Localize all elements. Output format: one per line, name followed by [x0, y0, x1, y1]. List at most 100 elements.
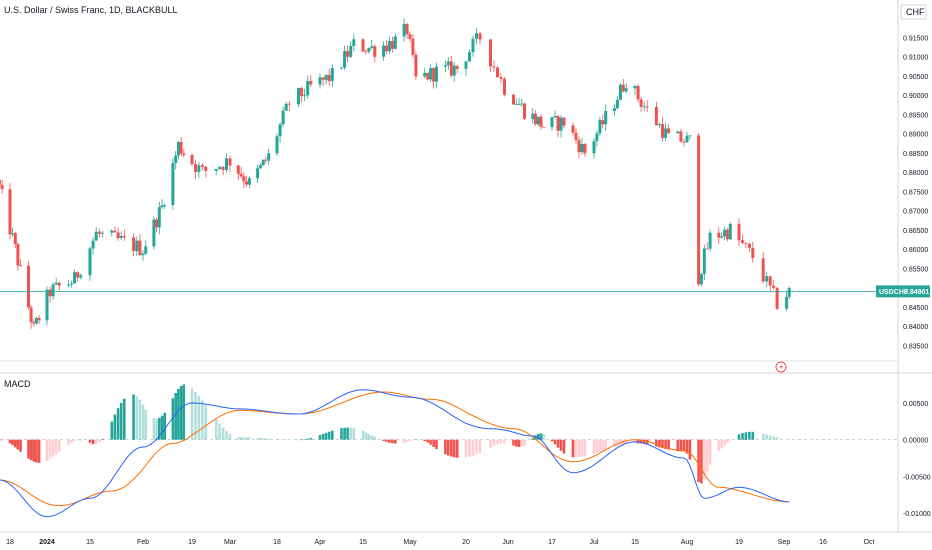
macd-histogram-bar [450, 439, 453, 457]
macd-histogram-bar [391, 439, 394, 444]
macd-histogram-bar [737, 434, 741, 440]
price-tick-label: 0.87500 [903, 189, 928, 196]
candle-body [160, 205, 164, 208]
macd-histogram-bar [35, 439, 38, 463]
macd-histogram-bar [444, 439, 447, 455]
macd-histogram-bar [571, 439, 575, 458]
candle-body [708, 232, 712, 249]
candle-body [32, 322, 36, 324]
macd-histogram-bar [664, 439, 667, 449]
candle-body [247, 178, 251, 185]
candle-body [141, 253, 145, 256]
macd-histogram-bar [685, 439, 689, 454]
macd-histogram-bar [297, 439, 300, 441]
macd-histogram-bar [595, 439, 599, 453]
macd-histogram-bar [553, 439, 557, 445]
candle-body [455, 65, 459, 69]
time-tick-label: 18 [6, 539, 14, 546]
price-tick-label: 0.88000 [903, 170, 928, 177]
candle-body [132, 237, 136, 252]
candle-body [284, 103, 288, 111]
macd-label: MACD [4, 379, 31, 389]
time-tick-label: Mar [224, 539, 237, 546]
macd-tick-label: 0.00000 [903, 438, 928, 445]
currency-badge[interactable] [900, 4, 927, 20]
macd-histogram-bar [556, 439, 560, 448]
candle-body [765, 276, 769, 282]
candle-body [562, 117, 566, 126]
macd-histogram-bar [729, 439, 732, 441]
candle-body [275, 136, 279, 154]
candle-body [34, 318, 38, 324]
price-tick-label: 0.91000 [903, 55, 928, 62]
candle-body [512, 94, 515, 105]
candle-body [621, 84, 625, 92]
time-tick-label: 15 [359, 539, 367, 546]
macd-histogram-bar [135, 396, 139, 440]
candle-body [702, 248, 706, 274]
candle-body [13, 233, 17, 245]
macd-histogram-bar [765, 434, 768, 440]
macd-histogram-bar [16, 439, 20, 450]
macd-histogram-bar [676, 439, 680, 452]
candle-body [571, 125, 575, 133]
macd-axis[interactable]: 0.00500 0.00000 -0.00500 -0.01000 [903, 401, 931, 518]
candle-body [478, 33, 482, 40]
candle-body [245, 181, 249, 185]
macd-histogram-bar [201, 400, 204, 440]
candle-body [373, 46, 377, 57]
candle-body [785, 297, 789, 309]
macd-histogram-bar [468, 439, 471, 457]
candle-body [408, 34, 412, 39]
macd-histogram-bar [411, 439, 415, 441]
candle-body [385, 45, 388, 52]
candle-body [27, 265, 30, 308]
price-tick-label: 0.90000 [903, 93, 928, 100]
candle-body [327, 74, 331, 82]
candle-body [523, 103, 526, 119]
time-tick-label: Jul [590, 539, 599, 546]
candle-body [135, 240, 139, 252]
candle-body [598, 120, 602, 134]
candle-body [452, 65, 456, 76]
candle-body [318, 77, 322, 85]
candle-body [574, 132, 578, 141]
macd-histogram-bar [432, 439, 435, 447]
candle-body [194, 164, 197, 172]
macd-histogram-bar [705, 439, 709, 472]
macd-histogram-bar [364, 432, 368, 440]
candle-body [300, 87, 304, 97]
macd-histogram-bar [531, 438, 535, 440]
candle-body [367, 47, 371, 52]
macd-histogram-bar [394, 439, 397, 444]
candle-body [176, 142, 180, 156]
candle-body [737, 223, 741, 241]
macd-histogram-bar [343, 427, 346, 440]
macd-histogram-bar [550, 439, 554, 442]
candle-body [352, 39, 356, 46]
macd-histogram-bar [245, 437, 248, 440]
time-tick-label: 17 [548, 539, 556, 546]
candle-body [751, 247, 755, 259]
candle-body [688, 135, 692, 137]
macd-histogram-bar [11, 439, 14, 446]
macd-histogram-bar [512, 439, 515, 446]
candle-body [163, 205, 167, 206]
macd-histogram-bar [775, 437, 779, 440]
price-axis[interactable]: 0.91500 0.91000 0.90500 0.90000 0.89500 0.890… [903, 35, 928, 350]
candle-body [79, 275, 83, 278]
candle-body [57, 282, 61, 286]
macd-histogram-bar [155, 418, 158, 440]
candle-body [402, 24, 406, 37]
macd-histogram-bar [331, 430, 334, 440]
macd-histogram-bar [373, 436, 376, 440]
candle-body [236, 165, 240, 174]
candle-body [624, 88, 628, 92]
candle-body [73, 272, 77, 284]
time-axis[interactable]: 18 2024 15 Feb 19 Mar 18 Apr 15 May 20 Jun 17 Jul 15 Au… [6, 539, 874, 546]
candle-body [346, 51, 350, 57]
macd-histogram-bar [116, 408, 120, 440]
macd-histogram-bar [119, 402, 123, 440]
macd-histogram-bar [720, 439, 723, 449]
